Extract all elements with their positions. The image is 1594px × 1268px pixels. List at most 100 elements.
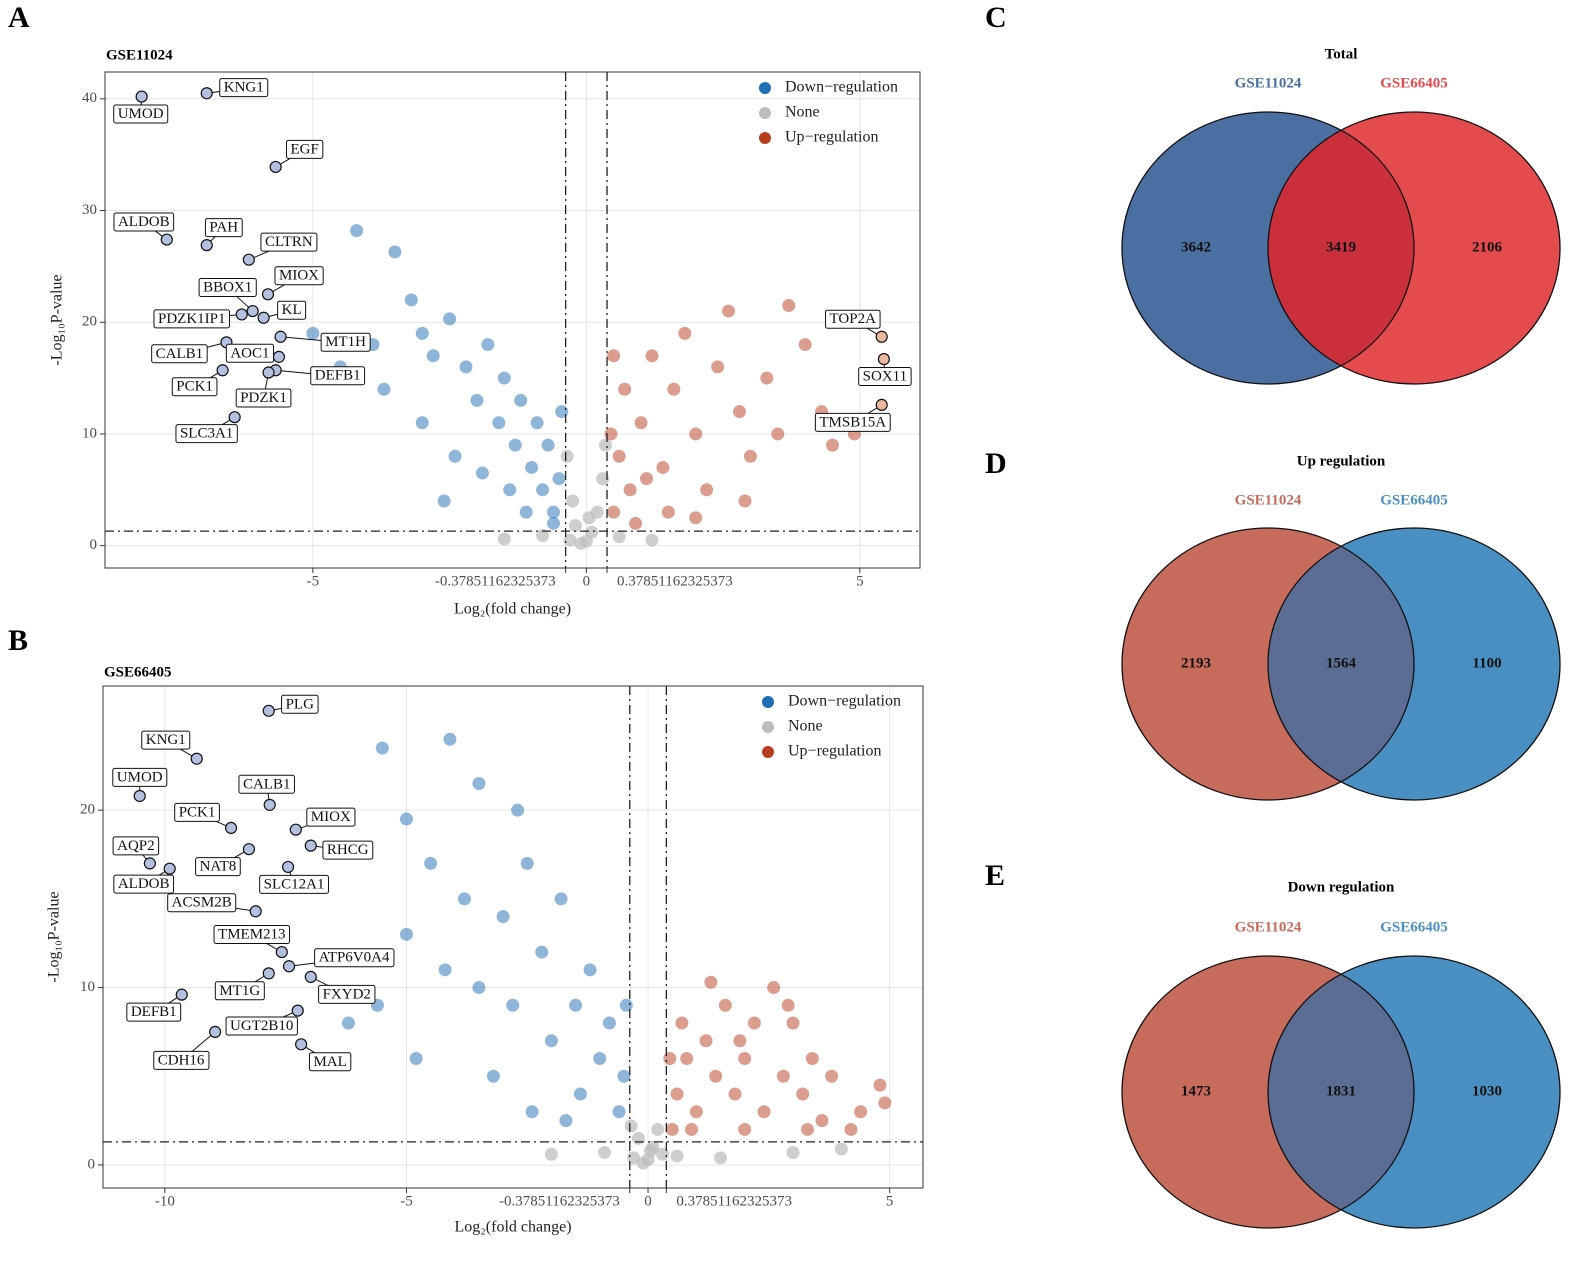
point: [667, 382, 681, 396]
y-tick-label: 30: [82, 202, 97, 218]
highlight-point: [289, 823, 302, 836]
point: [728, 1087, 742, 1101]
legend-marker: [762, 746, 774, 758]
highlight-point: [262, 366, 275, 379]
overlap-region: [1268, 528, 1414, 800]
highlight-point: [133, 789, 146, 803]
point: [536, 529, 550, 543]
point: [585, 525, 599, 539]
gene-label: TMSB15A: [819, 414, 886, 430]
legend-label: Up−regulation: [788, 743, 881, 760]
x-tick-label: 5: [856, 573, 864, 589]
point: [738, 1122, 752, 1136]
highlight-point: [228, 411, 241, 424]
gene-label: PCK1: [179, 804, 216, 820]
legend-marker: [762, 721, 774, 733]
point: [786, 1016, 800, 1030]
point: [496, 910, 510, 924]
label-box: [213, 925, 291, 945]
point: [844, 1122, 858, 1136]
y-tick-label: 20: [82, 314, 97, 330]
gene-label: PAH: [209, 220, 238, 236]
label-box: [153, 1050, 210, 1070]
point: [781, 998, 795, 1012]
point: [437, 494, 451, 508]
set-outline: [1267, 111, 1561, 385]
point: [448, 449, 462, 463]
gene-label: MIOX: [279, 268, 319, 284]
label-box: [151, 344, 208, 364]
gene-label: PDZK1: [240, 390, 287, 406]
legend-label: None: [785, 104, 820, 121]
highlight-point: [160, 233, 173, 246]
label-box: [235, 388, 292, 408]
legend-marker: [762, 696, 774, 708]
point: [497, 532, 511, 546]
point: [544, 1147, 558, 1161]
point: [497, 371, 511, 385]
point: [722, 304, 736, 318]
point: [747, 1016, 761, 1030]
label-box: [153, 309, 231, 329]
label-box: [322, 840, 374, 860]
set-outline: [1267, 955, 1561, 1229]
point: [375, 741, 389, 755]
label-box: [198, 278, 257, 298]
gene-label: ALDOB: [118, 214, 170, 230]
y-axis-label: -Log₁₀P-value: [49, 274, 66, 365]
highlight-point: [135, 90, 148, 103]
point: [541, 438, 555, 452]
highlight-point: [143, 857, 156, 870]
panel-letter: A: [8, 1, 30, 34]
set-outline: [1121, 111, 1415, 385]
highlight-point: [275, 945, 288, 959]
label-box: [174, 802, 220, 822]
point: [634, 416, 648, 430]
highlight-point: [269, 160, 282, 174]
gene-label: ACSM2B: [172, 895, 232, 911]
label-box: [260, 232, 318, 252]
label-box: [314, 948, 395, 968]
point: [651, 1122, 665, 1136]
gene-label: TMEM213: [218, 927, 286, 943]
label-box: [285, 139, 324, 159]
point: [573, 1087, 587, 1101]
gene-label: KNG1: [224, 80, 264, 96]
point: [547, 505, 561, 519]
point: [689, 427, 703, 441]
point: [583, 963, 597, 977]
point: [661, 505, 675, 519]
point: [506, 998, 520, 1012]
gene-label: CDH16: [158, 1052, 205, 1068]
point: [675, 1016, 689, 1030]
label-box: [225, 343, 275, 363]
highlight-point: [263, 798, 276, 811]
gene-label: PDZK1IP1: [158, 311, 226, 327]
highlight-point: [304, 839, 317, 852]
set-outline: [1267, 527, 1561, 801]
label-box: [858, 367, 912, 387]
point: [798, 338, 812, 352]
point: [718, 998, 732, 1012]
region-count: 1100: [1472, 655, 1501, 671]
point: [604, 427, 618, 441]
point: [771, 427, 785, 441]
highlight-point: [261, 288, 275, 301]
set-label: GSE11024: [1235, 919, 1302, 935]
point: [544, 1034, 558, 1048]
point: [443, 732, 457, 746]
highlight-point: [163, 862, 176, 875]
points: [341, 732, 892, 1170]
x-tick-label: 0.37851162325373: [676, 1193, 792, 1209]
gene-label: EGF: [290, 141, 318, 157]
gene-label: TOP2A: [830, 311, 877, 327]
point: [607, 505, 621, 519]
y-tick-label: 10: [82, 425, 97, 441]
point: [656, 460, 670, 474]
x-tick-label: -0.37851162325373: [499, 1193, 620, 1209]
gene-label: MAL: [313, 1054, 346, 1070]
x-tick-label: 0.37851162325373: [617, 573, 733, 589]
point: [438, 963, 452, 977]
label-box: [259, 874, 329, 894]
point: [409, 1052, 423, 1066]
